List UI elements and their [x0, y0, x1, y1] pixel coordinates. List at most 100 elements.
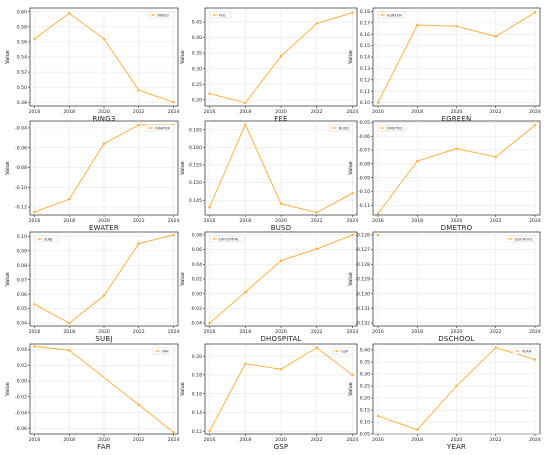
x-tick-label: 2016	[204, 218, 216, 224]
y-tick-label: -0.10	[15, 185, 27, 191]
data-point	[315, 346, 318, 349]
data-point	[279, 259, 283, 262]
chart-panel-ring3: 0.48 0.50 0.52 0.54 0.56 0.58 0.60 2016 2018 2020…	[5, 7, 179, 123]
chart-panel-ewater: -0.12 -0.10 -0.08 -0.06 -0.04 2016 2018 2020 202…	[5, 120, 179, 232]
legend-box	[148, 11, 175, 19]
x-tick-label: 2016	[372, 218, 384, 224]
y-tick-label: -0.08	[358, 161, 370, 167]
legend-box	[209, 235, 245, 243]
y-axis-label: Value	[5, 272, 11, 286]
y-tick-label: 0.155	[189, 163, 202, 169]
y-tick-label: -0.02	[15, 394, 27, 400]
data-point	[315, 247, 318, 251]
x-tick-label: 2024	[347, 218, 359, 224]
x-axis-label: GSP	[274, 443, 289, 451]
data-point	[208, 429, 211, 433]
y-tick-label: -0.12	[15, 205, 27, 211]
legend-marker	[381, 127, 384, 129]
chart-panel-year: 0.05 0.10 0.15 0.20 0.25 0.30 0.35 0.40 2016 2018…	[348, 343, 541, 451]
y-tick-label: 0.14	[192, 410, 202, 416]
data-point	[68, 349, 71, 352]
legend: SUBJ	[34, 235, 59, 243]
y-tick-label: 0.52	[17, 70, 27, 76]
y-tick-label: 0.40	[360, 348, 370, 354]
legend-label: RING3	[158, 13, 169, 17]
data-point	[33, 303, 36, 306]
y-tick-label: 0.08	[192, 233, 202, 239]
y-tick-label: 0.48	[17, 100, 27, 106]
legend: EGREEN	[377, 11, 407, 19]
legend: FAR	[152, 347, 175, 355]
y-tick-label: -0.129	[355, 277, 370, 283]
y-tick-label: -0.05	[358, 120, 370, 126]
x-axis-label: EWATER	[89, 224, 119, 232]
x-tick-label: 2020	[98, 437, 110, 443]
y-tick-label: -0.02	[190, 306, 202, 312]
chart-panel-dmetro: -0.11 -0.10 -0.09 -0.08 -0.07 -0.06 -0.05 2016 2…	[348, 120, 541, 232]
y-tick-label: -0.08	[15, 165, 27, 171]
x-axis-label: RING3	[92, 115, 115, 123]
y-tick-label: 0.54	[17, 55, 27, 61]
legend-label: DMETRO	[387, 126, 403, 130]
y-tick-label: 0.10	[360, 420, 370, 426]
x-tick-label: 2020	[451, 109, 463, 115]
legend-marker	[38, 238, 41, 240]
data-point	[102, 142, 106, 145]
x-tick-label: 2024	[529, 437, 541, 443]
data-point	[279, 202, 283, 205]
y-tick-label: 0.05	[360, 432, 370, 438]
data-point	[315, 22, 318, 25]
y-axis-label: Value	[348, 382, 354, 396]
legend: DSCHOOL	[505, 235, 537, 243]
data-point	[351, 233, 354, 237]
data-point	[416, 159, 419, 163]
x-tick-label: 2018	[411, 109, 423, 115]
x-tick-label: 2020	[451, 218, 463, 224]
x-tick-label: 2022	[311, 218, 323, 224]
data-point	[33, 37, 36, 41]
y-tick-label: 0.00	[17, 379, 27, 385]
x-tick-label: 2018	[63, 329, 75, 335]
data-point	[279, 368, 283, 371]
y-axis-label: Value	[5, 161, 11, 175]
y-tick-label: 0.04	[192, 262, 202, 268]
y-tick-label: 0.00	[192, 291, 202, 297]
legend-box	[209, 11, 232, 19]
data-point	[455, 25, 458, 28]
x-axis-label: YEAR	[446, 443, 466, 451]
y-tick-label: 0.15	[360, 408, 370, 414]
data-point	[33, 210, 36, 214]
chart-panel-dschool: -0.126 -0.127 -0.128 -0.129 -0.130 -0.131 -0.1…	[348, 231, 541, 343]
y-tick-label: 0.150	[189, 180, 202, 186]
y-tick-label: -0.126	[355, 233, 370, 239]
legend-marker	[335, 350, 338, 352]
x-tick-label: 2018	[239, 109, 251, 115]
x-tick-label: 2022	[490, 437, 502, 443]
legend-label: DHOSPITAL	[219, 237, 239, 241]
legend-label: FEE	[219, 13, 226, 17]
data-point	[494, 346, 497, 349]
y-tick-label: 0.56	[17, 40, 27, 46]
y-tick-label: 0.160	[189, 145, 202, 151]
y-axis-label: Value	[348, 161, 354, 175]
y-tick-label: 0.60	[17, 9, 27, 15]
y-tick-label: -0.04	[190, 321, 202, 327]
x-axis-label: BUSD	[271, 224, 292, 232]
data-point	[416, 23, 419, 27]
y-tick-label: 0.12	[360, 77, 370, 83]
chart-panel-fee: 0.20 0.25 0.30 0.35 0.40 0.45 2016 2018 2020 2022…	[180, 7, 358, 123]
y-tick-label: 0.20	[360, 396, 370, 402]
legend-box	[34, 235, 59, 243]
x-tick-label: 2016	[29, 218, 41, 224]
data-point	[208, 92, 211, 95]
x-tick-label: 2024	[168, 437, 180, 443]
x-tick-label: 2022	[133, 329, 145, 335]
legend-box	[512, 347, 537, 355]
x-tick-label: 2018	[63, 437, 75, 443]
legend-label: YEAR	[522, 349, 532, 353]
x-tick-label: 2016	[29, 109, 41, 115]
y-tick-label: 0.14	[360, 55, 370, 61]
y-axis-label: Value	[348, 50, 354, 64]
x-tick-label: 2016	[204, 109, 216, 115]
